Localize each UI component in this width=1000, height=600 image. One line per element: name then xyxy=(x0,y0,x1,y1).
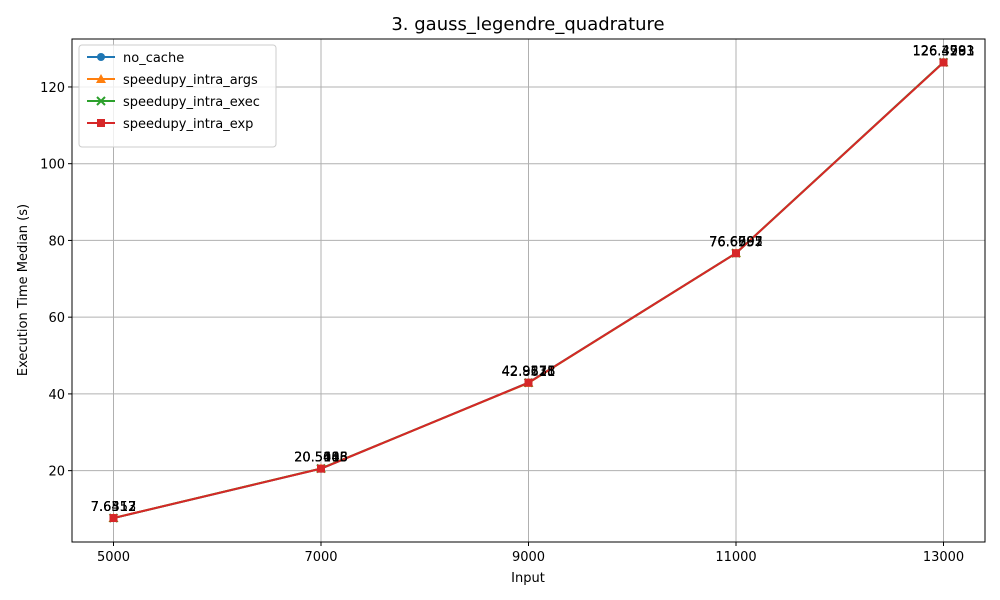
data-point xyxy=(97,119,105,127)
x-tick-label: 7000 xyxy=(304,550,337,565)
data-label: 20.5183 xyxy=(294,451,348,466)
x-tick-label: 9000 xyxy=(512,550,545,565)
y-tick-label: 120 xyxy=(40,81,65,96)
legend: no_cache speedupy_intra_args speedupy_intr… xyxy=(78,44,277,148)
legend-frame xyxy=(78,44,277,148)
data-label: 7.6317 xyxy=(91,500,137,515)
data-label-layer: 7.6317 20.5046 42.9578 76.6557 126.4591 7.651… xyxy=(91,44,975,515)
x-tick-label: 13000 xyxy=(923,550,964,565)
legend-label: speedupy_intra_exec xyxy=(123,95,260,110)
data-point xyxy=(317,464,325,473)
legend-item-speedupy_intra_exp: speedupy_intra_exp xyxy=(87,117,253,132)
data-point xyxy=(96,96,106,106)
data-label: 20.5046 xyxy=(294,451,348,466)
y-tick-label: 100 xyxy=(40,158,65,173)
tick-layer: 5000 7000 9000 11000 13000 20 40 60 80 100 120 xyxy=(40,81,964,565)
data-point xyxy=(732,249,740,258)
y-tick-label: 40 xyxy=(48,388,65,403)
data-point xyxy=(524,378,533,387)
data-label: 7.6512 xyxy=(91,500,137,515)
data-point xyxy=(97,53,105,61)
data-label: 126.4283 xyxy=(912,44,974,59)
data-label: 20.5413 xyxy=(294,451,348,466)
legend-label: speedupy_intra_exp xyxy=(123,117,253,132)
y-axis-label: Execution Time Median (s) xyxy=(16,204,31,376)
data-label: 76.6695 xyxy=(709,235,763,250)
data-label: 76.6792 xyxy=(709,235,763,250)
data-label: 42.9135 xyxy=(502,365,556,380)
y-tick-label: 20 xyxy=(48,465,65,480)
y-tick-label: 60 xyxy=(48,311,65,326)
legend-item-speedupy_intra_exec: speedupy_intra_exec xyxy=(87,95,260,110)
data-label: 7.6413 xyxy=(91,500,137,515)
series-speedupy_intra_exp xyxy=(109,58,948,523)
data-point xyxy=(96,74,106,83)
legend-label: speedupy_intra_args xyxy=(123,73,258,88)
data-point xyxy=(939,58,948,67)
data-label: 20.5608 xyxy=(294,450,348,465)
legend-item-speedupy_intra_args: speedupy_intra_args xyxy=(87,73,258,88)
y-tick-label: 80 xyxy=(48,234,65,249)
data-label: 42.9228 xyxy=(502,365,556,380)
chart-title: 3. gauss_legendre_quadrature xyxy=(391,14,664,35)
data-label: 42.8611 xyxy=(502,365,556,380)
x-tick-label: 5000 xyxy=(97,550,130,565)
data-label: 42.9578 xyxy=(502,365,556,380)
data-label: 126.3961 xyxy=(912,44,974,59)
legend-label: no_cache xyxy=(123,51,184,66)
data-point xyxy=(109,514,118,523)
data-label: 126.4591 xyxy=(912,44,974,59)
x-axis-label: Input xyxy=(511,571,545,586)
data-label: 76.6557 xyxy=(709,235,763,250)
data-label: 76.6901 xyxy=(709,235,763,250)
x-tick-label: 11000 xyxy=(715,550,756,565)
legend-item-no_cache: no_cache xyxy=(87,51,184,66)
series-layer xyxy=(108,57,949,523)
data-label: 126.3793 xyxy=(912,44,974,59)
data-label: 7.6352 xyxy=(91,500,137,515)
